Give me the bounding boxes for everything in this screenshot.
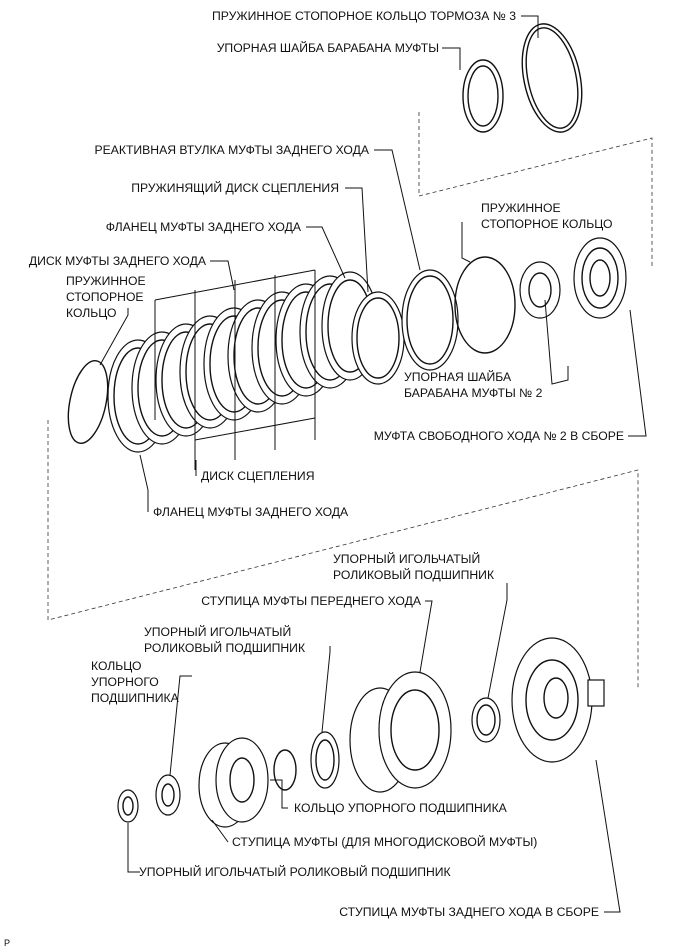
corner-mark: P	[4, 938, 10, 948]
reverse-hub-part	[511, 637, 605, 763]
label-bearing-race-left-3: ПОДШИПНИКА	[91, 691, 180, 705]
bearing-race-left-part	[155, 774, 181, 816]
label-drum-washer2-1: УПОРНАЯ ШАЙБА	[404, 369, 512, 384]
dashed-line-mid	[47, 420, 639, 690]
label-bearing-race-left-1: КОЛЬЦО	[91, 659, 142, 673]
label-needle-bearing-top-1: УПОРНЫЙ ИГОЛЬЧАТЫЙ	[333, 551, 480, 566]
label-needle-bearing-mid-1: УПОРНЫЙ ИГОЛЬЧАТЫЙ	[144, 624, 291, 639]
label-bearing-race-left-2: УПОРНОГО	[91, 675, 159, 689]
brake-snap-ring	[521, 23, 583, 133]
drum-washer2-part	[519, 261, 561, 319]
bearing-race-mid-part	[273, 749, 297, 791]
label-forward-hub: СТУПИЦА МУФТЫ ПЕРЕДНЕГО ХОДА	[201, 594, 422, 608]
label-snap-ring-left-3: КОЛЬЦО	[66, 306, 117, 320]
label-snap-ring-brake3: ПРУЖИННОЕ СТОПОРНОЕ КОЛЬЦО ТОРМОЗА № 3	[212, 9, 516, 23]
label-reverse-disc: ДИСК МУФТЫ ЗАДНЕГО ХОДА	[29, 254, 207, 268]
label-snap-ring-right-1: ПРУЖИННОЕ	[481, 201, 561, 215]
clutch-grid-lines	[154, 269, 316, 470]
label-drum-washer2-2: БАРАБАНА МУФТЫ № 2	[404, 386, 543, 400]
label-drum-thrust-washer: УПОРНАЯ ШАЙБА БАРАБАНА МУФТЫ	[217, 40, 439, 55]
dashed-line-top	[418, 112, 653, 268]
label-needle-bearing-bottom: УПОРНЫЙ ИГОЛЬЧАТЫЙ РОЛИКОВЫЙ ПОДШИПНИК	[139, 864, 452, 879]
drum-thrust-washer-part	[462, 59, 504, 133]
forward-hub-part	[349, 671, 452, 793]
cushion-plate-part	[351, 291, 405, 385]
label-needle-bearing-mid-2: РОЛИКОВЫЙ ПОДШИПНИК	[144, 640, 306, 655]
needle-bearing-top-part	[471, 697, 501, 743]
label-snap-ring-left-1: ПРУЖИННОЕ	[66, 274, 146, 288]
snap-ring-left	[67, 360, 109, 444]
reaction-sleeve-part	[401, 269, 459, 371]
label-one-way-clutch: МУФТА СВОБОДНОГО ХОДА № 2 В СБОРЕ	[374, 429, 624, 443]
needle-bearing-bottom-part	[117, 789, 139, 823]
label-reverse-hub-assy: СТУПИЦА МУФТЫ ЗАДНЕГО ХОДА В СБОРЕ	[339, 905, 599, 919]
label-clutch-disc: ДИСК СЦЕПЛЕНИЯ	[201, 469, 315, 483]
label-snap-ring-left-2: СТОПОРНОЕ	[66, 290, 144, 304]
label-snap-ring-right-2: СТОПОРНОЕ КОЛЬЦО	[481, 217, 612, 231]
label-clutch-hub-multi: СТУПИЦА МУФТЫ (ДЛЯ МНОГОДИСКОВОЙ МУФТЫ)	[232, 834, 537, 849]
label-needle-bearing-top-2: РОЛИКОВЫЙ ПОДШИПНИК	[333, 567, 495, 582]
label-reverse-flange-top: ФЛАНЕЦ МУФТЫ ЗАДНЕГО ХОДА	[106, 220, 302, 234]
label-cushion-plate: ПРУЖИНЯЩИЙ ДИСК СЦЕПЛЕНИЯ	[131, 180, 339, 195]
one-way-clutch-part	[573, 237, 627, 319]
needle-bearing-mid-part	[310, 731, 340, 789]
label-bearing-race-mid: КОЛЬЦО УПОРНОГО ПОДШИПНИКА	[294, 801, 508, 815]
label-reverse-flange-bottom: ФЛАНЕЦ МУФТЫ ЗАДНЕГО ХОДА	[153, 505, 349, 519]
clutch-hub-part	[198, 737, 269, 828]
label-reverse-reaction-sleeve: РЕАКТИВНАЯ ВТУЛКА МУФТЫ ЗАДНЕГО ХОДА	[94, 143, 369, 157]
leader-lines	[99, 15, 647, 913]
snap-ring-right-part	[454, 256, 516, 354]
clutch-pack	[107, 271, 379, 453]
